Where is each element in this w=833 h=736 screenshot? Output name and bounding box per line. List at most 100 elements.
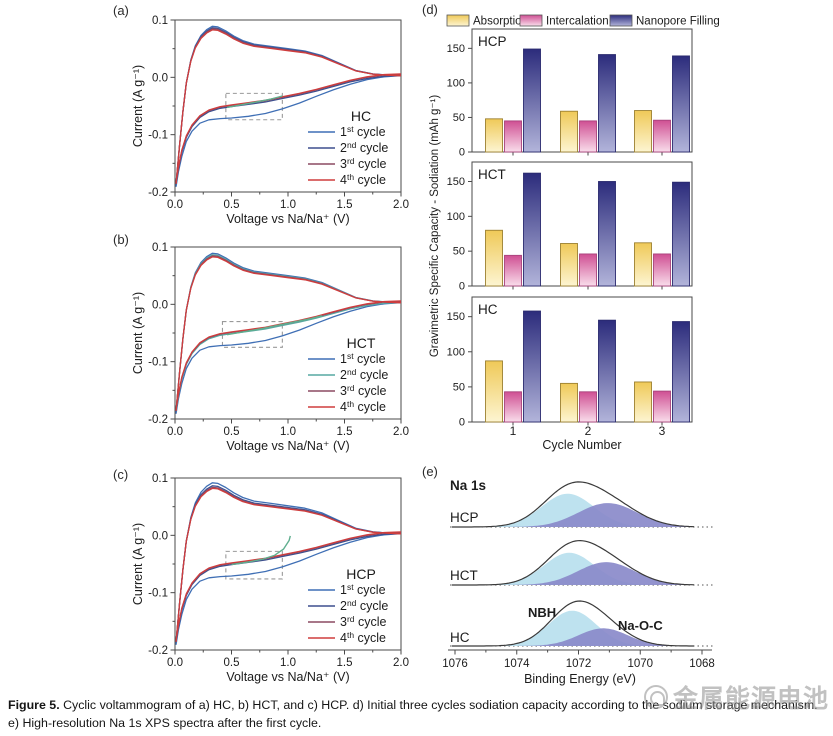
y-tick-label: 0 [459, 417, 465, 429]
y-tick-label: -0.2 [148, 414, 168, 426]
bar-HC-intercalation-cycle2 [579, 391, 597, 423]
y-tick-label: 0 [459, 281, 465, 293]
y-tick-label: 150 [447, 311, 465, 323]
x-tick-label: 1.5 [337, 426, 353, 438]
y-axis-title: Current (A g⁻¹) [131, 523, 145, 605]
x-tick-label: 0.0 [167, 426, 183, 438]
x-tick-label: 1074 [504, 658, 530, 670]
y-tick-label: 0.0 [152, 72, 168, 84]
component-label-naoc: Na-O-C [618, 618, 663, 633]
x-tick-label: 1070 [627, 658, 653, 670]
legend-entry: 1st cycle [340, 582, 386, 597]
xps-na1s-chart: 1076 1074 1072 1070 1068 Binding Energy (eV) N… [442, 478, 715, 686]
legend-label: Intercalation [546, 16, 609, 28]
legend-swatch-0 [446, 14, 470, 27]
highlight-box [225, 92, 283, 121]
y-tick-label: -0.2 [148, 645, 168, 657]
x-axis-title: Voltage vs Na/Na⁺ (V) [226, 212, 349, 226]
y-tick-label: -0.1 [148, 130, 168, 142]
cv-plot-hct: 0.0 0.5 1.0 1.5 2.0 0.1 0.0 -0.1 -0.2 Voltage vs … [131, 242, 409, 453]
legend-entry: 3rd cycle [340, 383, 387, 398]
y-axis-title: Current (A g⁻¹) [131, 292, 145, 374]
bar-HCP-intercalation-cycle2 [579, 120, 597, 153]
legend-entry: 4th cycle [340, 172, 386, 187]
y-tick-label: 0.1 [152, 15, 168, 27]
bar-HCP-absorption-cycle3 [634, 110, 652, 153]
y-tick-label: 0.1 [152, 242, 168, 254]
bar-HCT-nanopore-filling-cycle2 [598, 181, 616, 287]
component-peak-nbh [458, 552, 693, 585]
bar-HCP-absorption-cycle2 [560, 110, 578, 153]
x-tick-label: 1.0 [280, 199, 296, 211]
component-peak-naoc [458, 562, 693, 585]
legend-entry: 2nd cycle [340, 140, 388, 155]
x-tick-label: 1068 [689, 658, 715, 670]
legend-entry: 1st cycle [340, 351, 386, 366]
x-tick-label: 1.0 [280, 657, 296, 669]
y-tick-label: 100 [447, 77, 465, 89]
sample-label: HCT [478, 167, 506, 182]
bar-HCT-absorption-cycle1 [485, 229, 503, 287]
x-tick-label: 0.5 [224, 657, 240, 669]
y-tick-label: 0.0 [152, 299, 168, 311]
y-tick-label: 150 [447, 43, 465, 55]
x-tick-label: 1 [510, 424, 517, 438]
x-tick-label: 1076 [442, 658, 468, 670]
panel-tag-d: (d) [422, 2, 438, 17]
bar-HC-intercalation-cycle1 [504, 391, 522, 423]
y-tick-label: -0.1 [148, 588, 168, 600]
cv-curve-highlight-segment [226, 315, 323, 336]
bar-HCP-nanopore-filling-cycle3 [672, 55, 690, 153]
y-tick-label: 0 [459, 147, 465, 159]
legend-swatch-2 [609, 14, 633, 27]
sodiation-capacity-chart: Absorption Intercalation Nanopore Filling 0… [429, 14, 720, 452]
sample-label: HCT [347, 335, 376, 351]
x-tick-label: 0.5 [224, 426, 240, 438]
component-label-nbh: NBH [528, 605, 556, 620]
x-tick-label: 1.5 [337, 657, 353, 669]
bar-HCP-absorption-cycle1 [485, 118, 503, 153]
y-tick-label: 0.1 [152, 473, 168, 485]
bar-HCP-intercalation-cycle1 [504, 120, 522, 153]
caption-text: Cyclic voltammogram of a) HC, b) HCT, an… [8, 698, 818, 730]
y-tick-label: 0.0 [152, 530, 168, 542]
cv-plot-hc: 0.0 0.5 1.0 1.5 2.0 0.1 0.0 -0.1 -0.2 Voltage vs … [131, 15, 409, 226]
y-tick-label: -0.2 [148, 187, 168, 199]
legend-entry: 3rd cycle [340, 614, 387, 629]
cv-curve-cycle-4 [175, 487, 402, 643]
x-tick-label: 0.0 [167, 657, 183, 669]
sample-label: HC [351, 108, 371, 124]
x-tick-label: 2 [585, 424, 592, 438]
panel-tag-c: (c) [113, 467, 129, 482]
legend-entry: 4th cycle [340, 399, 386, 414]
panel-tag-b: (b) [113, 232, 129, 247]
bar-HC-absorption-cycle2 [560, 382, 578, 423]
y-tick-label: 50 [453, 381, 465, 393]
y-tick-label: -0.1 [148, 357, 168, 369]
y-tick-label: 50 [453, 112, 465, 124]
bar-HCP-intercalation-cycle3 [653, 119, 671, 153]
x-tick-label: 1.0 [280, 426, 296, 438]
sample-label: HCP [478, 34, 507, 49]
bar-HCT-intercalation-cycle3 [653, 253, 671, 287]
x-axis-title: Voltage vs Na/Na⁺ (V) [226, 439, 349, 453]
legend-entry: 2nd cycle [340, 367, 388, 382]
xps-title: Na 1s [450, 478, 486, 493]
bar-HC-absorption-cycle3 [634, 381, 652, 423]
bar-HCT-absorption-cycle3 [634, 242, 652, 287]
cv-curve-highlight-segment [231, 535, 291, 566]
x-tick-label: 0.0 [167, 199, 183, 211]
bar-HCT-nanopore-filling-cycle1 [523, 172, 541, 287]
y-tick-label: 150 [447, 176, 465, 188]
bar-HCT-intercalation-cycle2 [579, 253, 597, 287]
cv-curve-highlight-segment [226, 95, 283, 109]
bar-HC-intercalation-cycle3 [653, 390, 671, 423]
caption-label: Figure 5. [8, 698, 60, 712]
sample-label: HCT [450, 568, 478, 583]
highlight-box [221, 320, 283, 348]
bar-HC-nanopore-filling-cycle3 [672, 321, 690, 423]
y-tick-label: 50 [453, 246, 465, 258]
x-axis-title: Binding Energy (eV) [524, 672, 636, 686]
bar-HCT-intercalation-cycle1 [504, 254, 522, 287]
